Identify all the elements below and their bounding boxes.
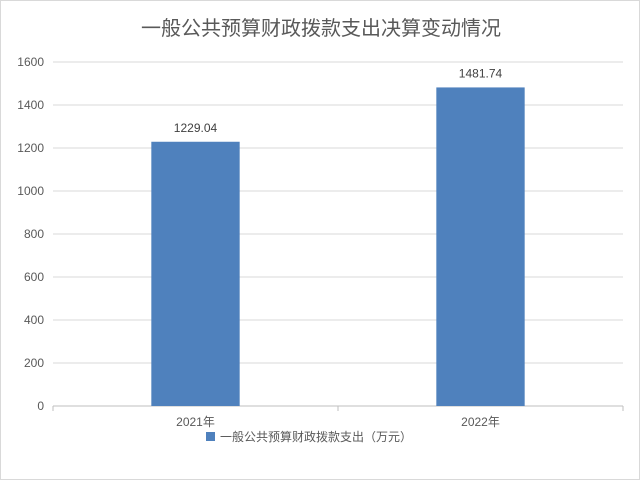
label-layer: 1229.04 1481.74: [174, 66, 503, 134]
bar-layer: [151, 87, 525, 406]
y-tick-label: 400: [24, 313, 44, 327]
x-tick-label: 2021年: [176, 415, 215, 429]
y-tick-label: 1200: [17, 141, 44, 155]
legend-label: 一般公共预算财政拨款支出（万元）: [220, 429, 412, 444]
legend-swatch: [206, 432, 215, 441]
grid-layer: [53, 61, 623, 364]
y-tick-label: 1400: [17, 98, 44, 112]
y-tick-label: 600: [24, 270, 44, 284]
axis-layer: 0 200 400 600 800 1000 1200 1400 1600 2021年 2022年: [17, 55, 624, 429]
bar: [436, 87, 525, 406]
y-tick-label: 800: [24, 227, 44, 241]
y-tick-label: 1000: [17, 184, 44, 198]
y-tick-label: 1600: [17, 55, 44, 69]
data-label: 1229.04: [174, 121, 218, 135]
data-label: 1481.74: [459, 66, 503, 80]
y-tick-label: 200: [24, 356, 44, 370]
x-tick-label: 2022年: [461, 415, 500, 429]
y-tick-label: 0: [37, 399, 44, 413]
chart-title: 一般公共预算财政拨款支出决算变动情况: [141, 16, 501, 40]
bar: [151, 141, 240, 406]
legend: 一般公共预算财政拨款支出（万元）: [206, 429, 412, 444]
